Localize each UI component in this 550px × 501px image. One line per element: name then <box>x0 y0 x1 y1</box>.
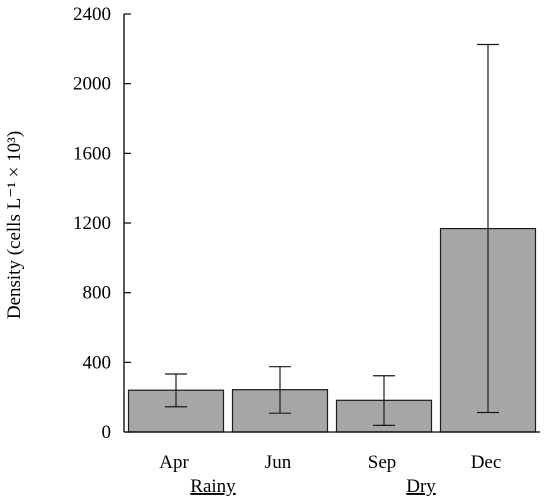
x-tick-label-apr: Apr <box>159 452 189 473</box>
x-tick-label-dec: Dec <box>471 452 502 473</box>
x-tick-label-jun: Jun <box>265 452 292 473</box>
error-bar-apr <box>165 373 187 408</box>
y-tick-label-2400: 2400 <box>73 4 111 25</box>
y-tick-label-1200: 1200 <box>73 213 111 234</box>
error-bars-layer <box>165 43 499 426</box>
error-bar-jun <box>269 366 291 414</box>
error-bar-dec <box>477 43 499 414</box>
y-tick-labels: 0 400 800 1200 1600 2000 2400 <box>73 4 111 443</box>
y-tick-label-800: 800 <box>83 283 112 304</box>
axes <box>123 13 540 433</box>
group-labels: Rainy Dry <box>190 476 436 497</box>
group-label-rainy: Rainy <box>190 476 236 497</box>
y-tick-label-400: 400 <box>83 352 112 373</box>
bars-layer <box>127 227 537 433</box>
category-labels: Apr Jun Sep Dec <box>159 452 501 473</box>
y-tick-label-0: 0 <box>102 422 112 443</box>
y-tick-label-2000: 2000 <box>73 74 111 95</box>
group-label-dry: Dry <box>406 476 436 497</box>
error-bar-sep <box>373 375 395 426</box>
y-tick-label-1600: 1600 <box>73 143 111 164</box>
y-axis-label: Density (cells L⁻¹ × 10³) <box>4 131 25 319</box>
x-tick-label-sep: Sep <box>368 452 397 473</box>
